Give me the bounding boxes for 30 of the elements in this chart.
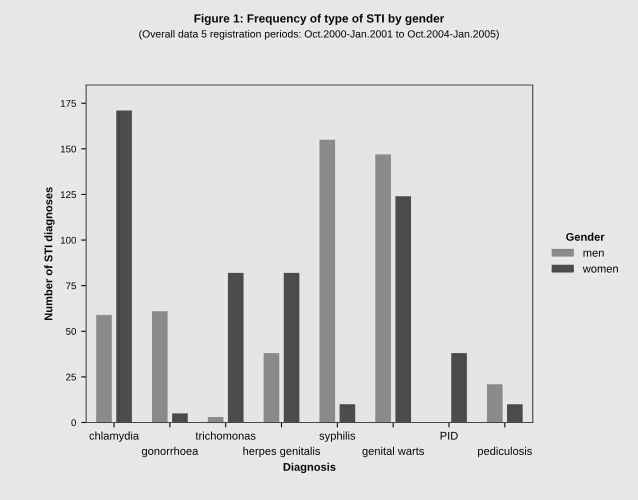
y-tick-label: 25 — [66, 374, 76, 381]
chart-title: Figure 1: Frequency of type of STI by gender — [194, 14, 444, 25]
x-tick-label: herpes genitalis — [243, 446, 320, 458]
x-tick-label: pediculosis — [478, 446, 532, 458]
x-tick-label: genital warts — [362, 446, 424, 458]
y-axis-title: Number of STI diagnoses — [44, 187, 55, 320]
legend-label: men — [584, 250, 604, 257]
bar — [208, 417, 224, 422]
x-tick-label: syphilis — [319, 432, 356, 442]
x-axis-title: Diagnosis — [284, 462, 336, 474]
chart-subtitle: (Overall data 5 registration periods: Oct.2000-Jan.2001 to Oct.2004-Jan.2005) — [139, 30, 499, 40]
y-tick-label: 150 — [60, 146, 76, 152]
y-tick-label: 50 — [66, 328, 76, 335]
y-tick-label: 175 — [60, 100, 76, 107]
bar — [96, 314, 112, 422]
bar — [264, 353, 280, 422]
bar — [375, 154, 391, 422]
y-tick-label: 100 — [60, 236, 76, 244]
legend-title: Gender — [566, 232, 604, 241]
bar — [152, 311, 168, 422]
x-tick-label: PID — [440, 432, 458, 440]
x-tick-label: chlamydia — [90, 432, 140, 442]
legend-label: women — [582, 266, 618, 273]
y-tick-label: 75 — [66, 282, 76, 290]
x-tick-label: gonorrhoea — [142, 446, 198, 458]
y-tick-label: 125 — [60, 191, 76, 198]
x-tick-label: trichomonas — [196, 432, 256, 440]
bar — [319, 140, 336, 422]
y-tick-label: 0 — [71, 419, 76, 426]
bar — [486, 384, 503, 422]
